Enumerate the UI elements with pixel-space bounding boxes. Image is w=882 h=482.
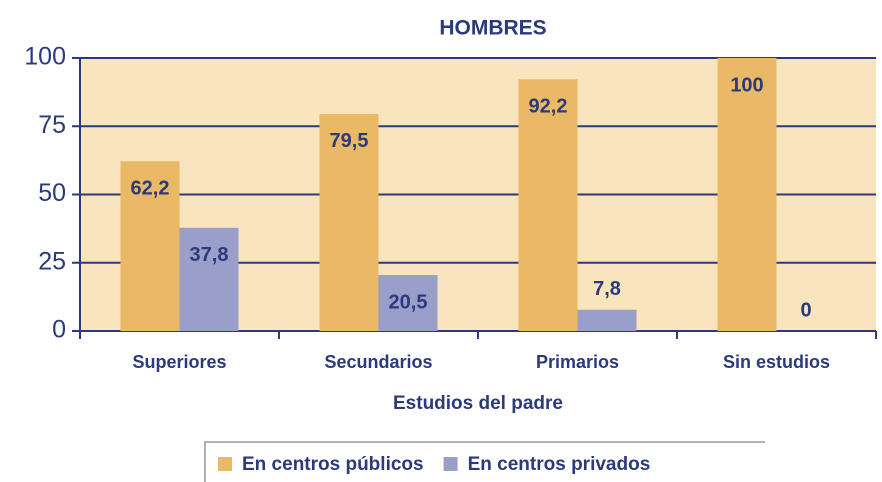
legend-box bbox=[204, 441, 765, 482]
data-label: 100 bbox=[730, 74, 763, 96]
y-tick-label: 0 bbox=[52, 316, 66, 344]
bar bbox=[577, 309, 637, 331]
data-label: 62,2 bbox=[131, 177, 170, 199]
data-label: 0 bbox=[800, 299, 811, 321]
legend-label: En centros privados bbox=[468, 454, 651, 475]
data-label: 92,2 bbox=[529, 96, 568, 118]
data-label: 79,5 bbox=[330, 130, 369, 152]
bar bbox=[179, 227, 239, 331]
y-tick-label: 50 bbox=[38, 179, 66, 207]
bar bbox=[378, 275, 438, 331]
y-tick-label: 25 bbox=[38, 247, 66, 275]
bar bbox=[120, 161, 180, 331]
x-tick-label: Secundarios bbox=[324, 352, 432, 372]
y-tick-label: 100 bbox=[24, 43, 66, 71]
data-label: 7,8 bbox=[593, 278, 621, 300]
x-axis-label: Estudios del padre bbox=[393, 393, 563, 414]
data-label: 37,8 bbox=[190, 244, 229, 266]
bar bbox=[717, 58, 777, 331]
x-tick-label: Sin estudios bbox=[723, 352, 830, 372]
legend-swatch bbox=[443, 457, 458, 471]
x-tick-label: Primarios bbox=[536, 352, 619, 372]
bar bbox=[319, 113, 379, 331]
legend-label: En centros públicos bbox=[242, 454, 424, 475]
chart-title: HOMBRES bbox=[439, 17, 546, 40]
legend-swatch bbox=[218, 457, 232, 471]
data-label: 20,5 bbox=[389, 291, 428, 313]
bar bbox=[518, 79, 578, 331]
x-tick-label: Superiores bbox=[132, 352, 226, 372]
y-tick-label: 75 bbox=[38, 111, 66, 139]
